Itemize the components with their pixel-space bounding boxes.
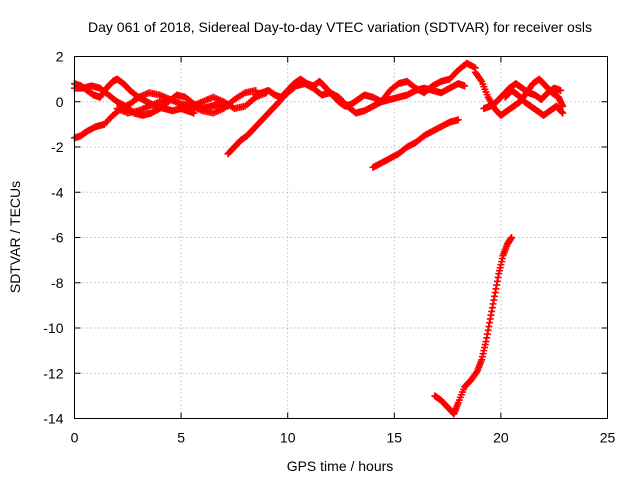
data-point (508, 234, 516, 241)
y-tick-label: -12 (43, 365, 63, 381)
x-tick-label: 0 (71, 430, 79, 446)
data-point (557, 86, 565, 94)
series-arc-6 (252, 59, 479, 110)
y-tick-label: -14 (43, 411, 63, 427)
series-arc-4 (113, 89, 270, 117)
y-tick-labels: -14 -12 -10 -8 -6 -4 -2 0 2 (43, 49, 63, 427)
chart-title: Day 061 of 2018, Sidereal Day-to-day VTE… (88, 19, 592, 35)
y-tick-label: 2 (56, 49, 64, 65)
x-tick-label: 5 (177, 430, 185, 446)
x-tick-label: 15 (387, 430, 403, 446)
data-point (190, 109, 198, 117)
x-tick-label: 20 (493, 430, 509, 446)
series-arc-10 (369, 116, 462, 171)
y-tick-label: -4 (51, 184, 64, 200)
data-point (454, 116, 462, 124)
x-tick-labels: 0 5 10 15 20 25 (71, 430, 616, 446)
y-axis-label: SDTVAR / TECUs (7, 181, 23, 293)
data-point (558, 108, 566, 116)
x-axis-label: GPS time / hours (287, 458, 394, 474)
y-tick-label: -6 (51, 230, 64, 246)
plot-frame (74, 56, 608, 419)
series-arc-11 (431, 234, 516, 418)
data-points (71, 59, 567, 418)
data-point (559, 109, 567, 117)
x-tick-label: 10 (280, 430, 296, 446)
x-tick-label: 25 (600, 430, 616, 446)
data-point (477, 76, 485, 84)
data-point (461, 82, 469, 90)
series-arc-8 (480, 80, 565, 113)
series-arc-5 (224, 80, 469, 158)
y-tick-label: -10 (43, 320, 63, 336)
series-arc-9 (501, 86, 567, 119)
y-tick-label: -2 (51, 139, 64, 155)
y-tick-label: 0 (56, 94, 64, 110)
data-point (559, 102, 567, 110)
y-tick-label: -8 (51, 275, 64, 291)
